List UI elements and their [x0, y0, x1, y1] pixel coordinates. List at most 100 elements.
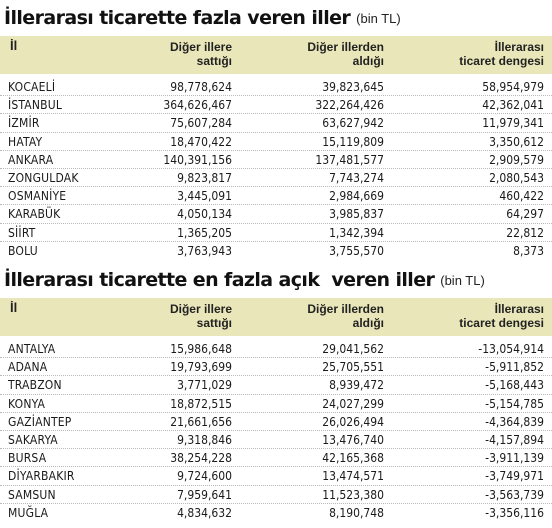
cell-balance: -3,356,116: [485, 505, 544, 520]
cell-bought: 2,984,669: [329, 189, 384, 204]
header-bought-line2: aldığı: [352, 316, 384, 330]
cell-balance: 42,362,041: [482, 98, 544, 113]
cell-sold: 3,445,091: [177, 189, 232, 204]
surplus-title-text: İllerarası ticarette fazla veren iller: [4, 7, 351, 29]
header-sold-line2: sattığı: [196, 54, 232, 68]
cell-bought: 8,939,472: [329, 378, 384, 393]
cell-il: KARABÜK: [8, 207, 61, 222]
table-row: ANTALYA 15,986,648 29,041,562 -13,054,914: [0, 340, 552, 359]
cell-il: MUĞLA: [8, 505, 49, 520]
header-bought-line2: aldığı: [352, 54, 384, 68]
table-row: KOCAELİ 98,778,624 39,823,645 58,954,979: [0, 78, 552, 97]
cell-bought: 3,755,570: [329, 243, 384, 258]
cell-sold: 38,254,228: [170, 451, 232, 466]
cell-il: SAKARYA: [8, 432, 58, 447]
cell-il: İZMİR: [8, 116, 40, 131]
table-row: İSTANBUL 364,626,467 322,264,426 42,362,041: [0, 96, 552, 115]
cell-bought: 25,705,551: [322, 360, 384, 375]
cell-balance: 8,373: [513, 243, 544, 258]
cell-sold: 15,986,648: [170, 342, 232, 356]
cell-sold: 1,365,205: [177, 225, 232, 240]
surplus-section: İllerarası ticarette fazla veren iller (…: [0, 0, 552, 260]
cell-balance: -3,563,739: [485, 487, 544, 502]
cell-balance: -3,749,971: [485, 469, 544, 484]
deficit-title-text: İllerarası ticarette en fazla açık veren…: [4, 269, 435, 291]
cell-il: KONYA: [8, 396, 46, 411]
deficit-title-unit: (bin TL): [440, 272, 485, 288]
cell-bought: 13,474,571: [322, 469, 384, 484]
cell-il: BOLU: [8, 243, 38, 258]
header-balance-line2: ticaret dengesi: [459, 54, 544, 68]
table-row: GAZİANTEP 21,661,656 26,026,494 -4,364,839: [0, 413, 552, 431]
deficit-table-body: ANTALYA 15,986,648 29,041,562 -13,054,914 AD…: [0, 336, 552, 522]
header-sold-line1: Diğer illere: [169, 40, 232, 54]
table-row: KONYA 18,872,515 24,027,299 -5,154,785: [0, 395, 552, 413]
header-balance: İllerarası ticaret dengesi: [424, 302, 544, 330]
header-sold: Diğer illere sattığı: [122, 302, 232, 330]
cell-il: DİYARBAKIR: [8, 469, 75, 484]
cell-bought: 29,041,562: [322, 342, 384, 356]
table-row: BURSA 38,254,228 42,165,368 -3,911,139: [0, 449, 552, 468]
cell-sold: 4,050,134: [177, 207, 232, 222]
table-row: BOLU 3,763,943 3,755,570 8,373: [0, 242, 552, 260]
table-row: SAKARYA 9,318,846 13,476,740 -4,157,894: [0, 431, 552, 450]
header-bought: Diğer illerden aldığı: [254, 40, 384, 68]
cell-balance: -4,364,839: [485, 414, 544, 429]
cell-balance: 22,812: [506, 225, 544, 240]
cell-sold: 75,607,284: [170, 116, 232, 131]
surplus-title-unit: (bin TL): [356, 10, 401, 26]
cell-il: İSTANBUL: [8, 98, 63, 113]
surplus-table-header: İl Diğer illere sattığı Diğer illerden a…: [0, 36, 552, 74]
cell-bought: 322,264,426: [315, 98, 384, 113]
cell-balance: -5,168,443: [485, 378, 544, 393]
cell-balance: 3,350,612: [489, 134, 544, 149]
cell-bought: 15,119,809: [322, 134, 384, 149]
header-sold-line2: sattığı: [196, 316, 232, 330]
header-balance-line1: İllerarası: [494, 302, 544, 316]
cell-il: SAMSUN: [8, 487, 56, 502]
deficit-title: İllerarası ticarette en fazla açık veren…: [0, 262, 552, 298]
header-balance-line2: ticaret dengesi: [459, 316, 544, 330]
header-balance-line1: İllerarası: [494, 40, 544, 54]
cell-il: ZONGULDAK: [8, 170, 79, 185]
cell-il: GAZİANTEP: [8, 414, 72, 429]
cell-bought: 3,985,837: [329, 207, 384, 222]
header-sold-line1: Diğer illere: [169, 302, 232, 316]
cell-il: ANKARA: [8, 152, 54, 167]
header-bought-line1: Diğer illerden: [307, 302, 384, 316]
cell-sold: 140,391,156: [163, 152, 232, 167]
table-row: TRABZON 3,771,029 8,939,472 -5,168,443: [0, 376, 552, 395]
cell-bought: 42,165,368: [322, 451, 384, 466]
cell-sold: 9,823,817: [177, 170, 232, 185]
cell-bought: 11,523,380: [322, 487, 384, 502]
surplus-title: İllerarası ticarette fazla veren iller (…: [0, 0, 552, 36]
table-row: OSMANİYE 3,445,091 2,984,669 460,422: [0, 187, 552, 206]
table-row: İZMİR 75,607,284 63,627,942 11,979,341: [0, 114, 552, 133]
table-row: ZONGULDAK 9,823,817 7,743,274 2,080,543: [0, 169, 552, 188]
cell-bought: 1,342,394: [329, 225, 384, 240]
cell-il: SİİRT: [8, 225, 36, 240]
table-row: ADANA 19,793,699 25,705,551 -5,911,852: [0, 358, 552, 377]
cell-sold: 19,793,699: [170, 360, 232, 375]
cell-sold: 98,778,624: [170, 80, 232, 94]
cell-bought: 7,743,274: [329, 170, 384, 185]
cell-bought: 26,026,494: [322, 414, 384, 429]
cell-balance: -13,054,914: [478, 342, 544, 356]
cell-balance: 2,909,579: [489, 152, 544, 167]
header-balance: İllerarası ticaret dengesi: [424, 40, 544, 68]
table-row: ANKARA 140,391,156 137,481,577 2,909,579: [0, 151, 552, 169]
cell-sold: 364,626,467: [163, 98, 232, 113]
cell-bought: 24,027,299: [322, 396, 384, 411]
cell-sold: 4,834,632: [177, 505, 232, 520]
cell-il: BURSA: [8, 451, 47, 466]
surplus-table-body: KOCAELİ 98,778,624 39,823,645 58,954,979 İST…: [0, 74, 552, 260]
cell-sold: 18,872,515: [170, 396, 232, 411]
deficit-table-header: İl Diğer illere sattığı Diğer illerden a…: [0, 298, 552, 336]
cell-il: ANTALYA: [8, 342, 56, 356]
cell-bought: 8,190,748: [329, 505, 384, 520]
cell-sold: 3,763,943: [177, 243, 232, 258]
cell-il: KOCAELİ: [8, 80, 56, 94]
cell-il: ADANA: [8, 360, 48, 375]
cell-bought: 137,481,577: [315, 152, 384, 167]
cell-bought: 39,823,645: [322, 80, 384, 94]
